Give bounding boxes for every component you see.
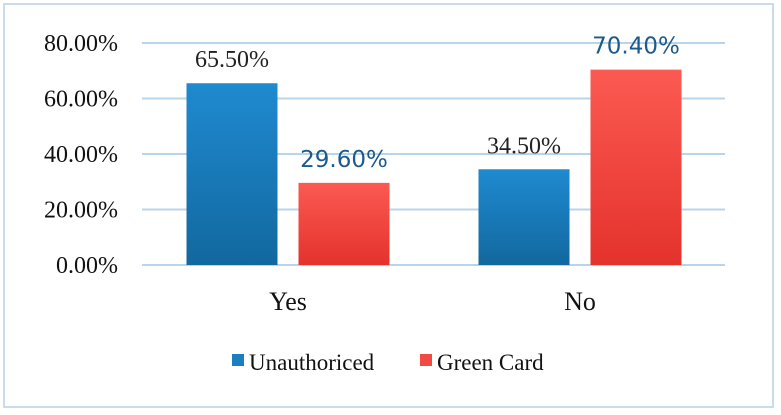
- bar: [478, 169, 570, 265]
- y-tick-label: 40.00%: [44, 142, 118, 168]
- legend-label: Green Card: [437, 350, 544, 375]
- legend-label: Unauthoriced: [249, 350, 375, 375]
- bar: [186, 83, 278, 265]
- legend: Unauthoriced Green Card: [232, 350, 544, 375]
- legend-swatch: [232, 354, 244, 366]
- data-label: 70.40%: [592, 34, 680, 60]
- x-tick-label: Yes: [269, 287, 307, 316]
- data-label: 34.50%: [487, 133, 561, 159]
- x-axis: Yes No: [269, 287, 596, 316]
- bar: [590, 69, 682, 265]
- y-tick-label: 0.00%: [56, 253, 118, 279]
- legend-swatch: [420, 354, 432, 366]
- y-axis: 0.00% 20.00% 40.00% 60.00% 80.00%: [44, 31, 118, 279]
- bar: [298, 182, 390, 265]
- data-labels: 65.50% 29.60% 34.50% 70.40%: [195, 34, 680, 173]
- bars: [186, 69, 682, 265]
- data-label: 29.60%: [300, 147, 388, 173]
- y-tick-label: 20.00%: [44, 198, 118, 224]
- y-tick-label: 60.00%: [44, 87, 118, 113]
- x-tick-label: No: [564, 287, 596, 316]
- data-label: 65.50%: [195, 47, 269, 73]
- y-tick-label: 80.00%: [44, 31, 118, 57]
